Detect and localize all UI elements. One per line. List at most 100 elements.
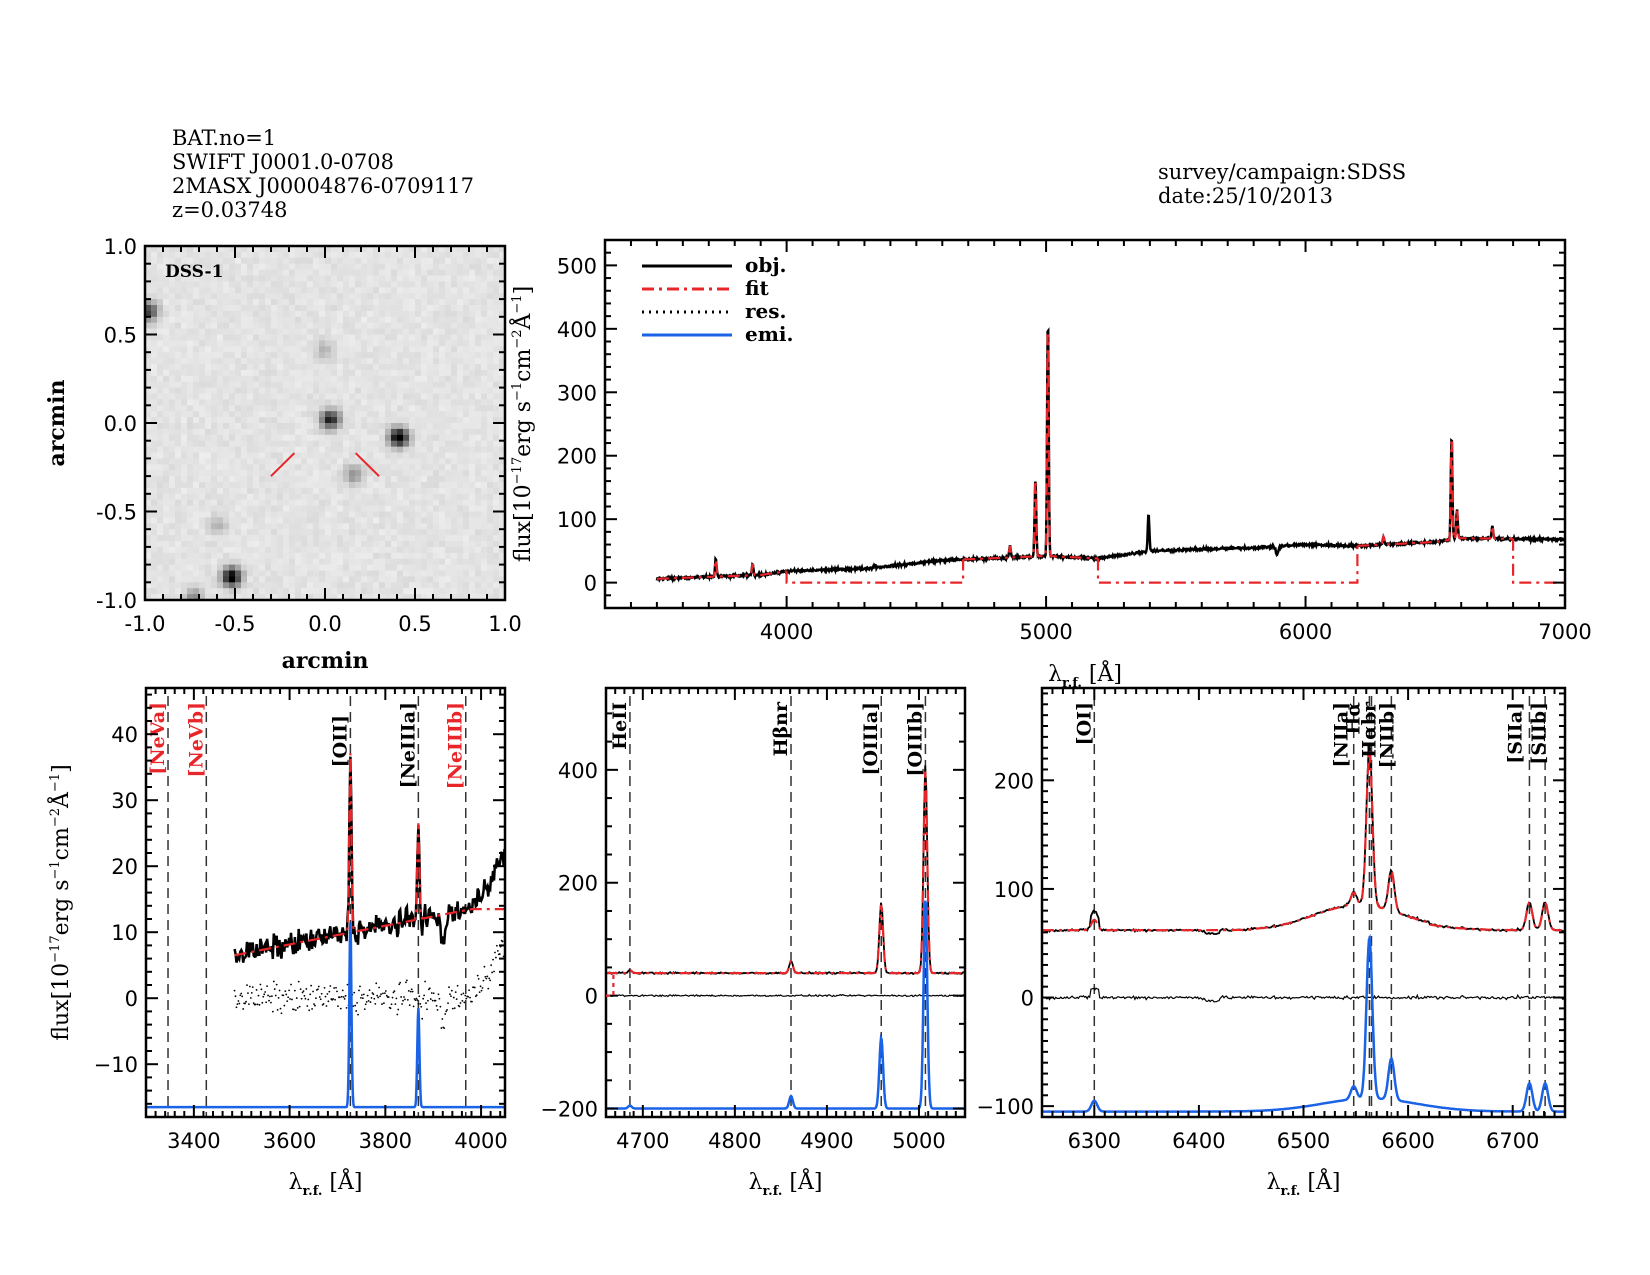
- image-pixel: [151, 369, 158, 377]
- image-pixel: [457, 576, 464, 583]
- image-pixel: [427, 588, 434, 595]
- image-pixel: [163, 364, 170, 371]
- image-pixel: [451, 387, 458, 394]
- image-pixel: [445, 369, 452, 377]
- image-pixel: [247, 499, 254, 506]
- image-pixel: [445, 364, 452, 371]
- image-pixel: [445, 417, 452, 424]
- res-point: [398, 983, 401, 986]
- image-pixel: [355, 340, 362, 347]
- image-pixel: [409, 511, 416, 518]
- image-pixel: [163, 570, 170, 577]
- image-pixel: [187, 375, 194, 383]
- image-pixel: [169, 310, 176, 318]
- image-pixel: [175, 281, 182, 288]
- image-pixel: [157, 316, 164, 324]
- image-pixel: [331, 546, 338, 554]
- image-pixel: [205, 364, 212, 371]
- x-tick-label: 4000: [760, 620, 813, 644]
- res-point: [467, 995, 470, 998]
- image-pixel: [163, 564, 170, 571]
- image-pixel: [157, 417, 164, 424]
- image-pixel: [265, 440, 272, 447]
- image-pixel: [211, 552, 218, 560]
- image-pixel: [493, 417, 500, 424]
- image-pixel: [157, 529, 164, 536]
- image-pixel: [265, 458, 272, 465]
- image-pixel: [379, 558, 386, 565]
- image-pixel: [169, 381, 176, 388]
- image-pixel: [451, 358, 458, 365]
- res-point: [295, 997, 298, 999]
- image-pixel: [223, 322, 230, 329]
- image-pixel: [397, 558, 404, 565]
- image-pixel: [367, 558, 374, 565]
- image-pixel: [307, 375, 314, 383]
- image-pixel: [415, 387, 422, 394]
- image-pixel: [175, 346, 182, 353]
- image-pixel: [469, 417, 476, 424]
- image-pixel: [487, 482, 494, 489]
- image-pixel: [169, 340, 176, 347]
- image-pixel: [379, 582, 386, 589]
- image-pixel: [367, 546, 374, 554]
- image-pixel: [397, 428, 404, 436]
- image-pixel: [307, 387, 314, 394]
- image-pixel: [385, 523, 392, 530]
- image-pixel: [151, 505, 158, 512]
- image-pixel: [457, 552, 464, 560]
- image-pixel: [259, 464, 266, 471]
- image-pixel: [283, 281, 290, 288]
- image-pixel: [271, 405, 278, 412]
- res-point: [389, 1007, 392, 1010]
- image-pixel: [307, 434, 314, 442]
- image-pixel: [241, 552, 248, 560]
- image-pixel: [223, 281, 230, 288]
- res-point: [436, 1009, 439, 1011]
- image-pixel: [265, 393, 272, 400]
- image-pixel: [409, 482, 416, 489]
- image-pixel: [343, 428, 350, 436]
- spectrum-fit-line: [963, 334, 1098, 561]
- image-pixel: [439, 246, 446, 253]
- image-pixel: [379, 476, 386, 483]
- image-pixel: [433, 322, 440, 329]
- image-pixel: [145, 364, 152, 371]
- image-pixel: [283, 511, 290, 518]
- image-pixel: [433, 582, 440, 589]
- image-pixel: [403, 546, 410, 554]
- image-pixel: [343, 470, 350, 477]
- image-pixel: [145, 387, 152, 394]
- res-point: [383, 992, 386, 995]
- image-pixel: [463, 417, 470, 424]
- image-pixel: [361, 281, 368, 288]
- image-pixel: [259, 387, 266, 394]
- dss-label: DSS-1: [165, 262, 223, 282]
- image-pixel: [229, 541, 236, 548]
- image-pixel: [385, 287, 392, 294]
- image-pixel: [301, 458, 308, 465]
- image-pixel: [175, 487, 182, 495]
- image-pixel: [367, 322, 374, 329]
- image-pixel: [451, 428, 458, 436]
- image-pixel: [427, 517, 434, 524]
- image-pixel: [385, 269, 392, 276]
- image-pixel: [445, 275, 452, 282]
- image-pixel: [229, 334, 236, 341]
- image-pixel: [361, 482, 368, 489]
- image-pixel: [415, 399, 422, 406]
- image-pixel: [421, 387, 428, 394]
- image-pixel: [319, 364, 326, 371]
- image-pixel: [151, 476, 158, 483]
- image-pixel: [463, 558, 470, 565]
- image-pixel: [469, 393, 476, 400]
- image-pixel: [415, 558, 422, 565]
- image-pixel: [451, 511, 458, 518]
- image-pixel: [325, 517, 332, 524]
- image-pixel: [391, 387, 398, 394]
- image-pixel: [391, 428, 398, 436]
- image-pixel: [469, 517, 476, 524]
- res-point: [371, 992, 374, 994]
- image-pixel: [169, 588, 176, 595]
- image-pixel: [241, 517, 248, 524]
